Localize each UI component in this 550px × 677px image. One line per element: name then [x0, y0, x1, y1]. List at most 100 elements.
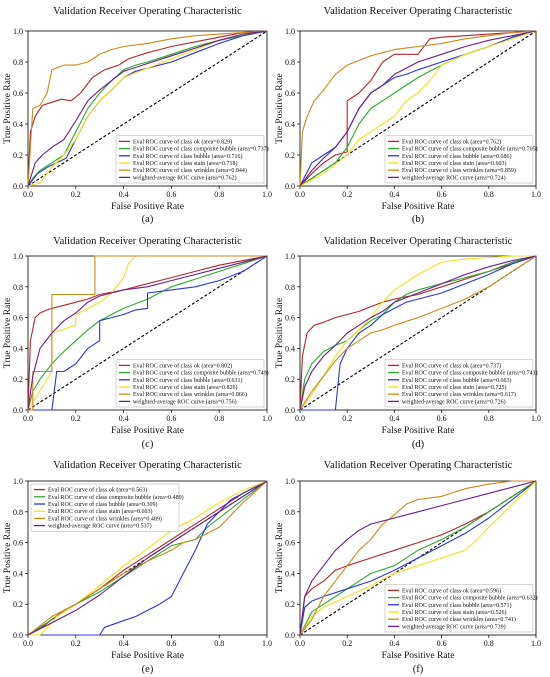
legend-label-composite: Eval ROC curve of class composite bubble… [133, 370, 269, 377]
x-axis-label: False Positive Rate [382, 426, 455, 436]
chart-title: Validation Receiver Operating Characteri… [53, 236, 242, 247]
x-tick-label: 0.0 [295, 639, 305, 648]
series-line-stain [299, 30, 537, 187]
legend-label-ok: Eval ROC curve of class ok (area=0.762) [402, 138, 501, 145]
roc-panel-d: Validation Receiver Operating Characteri… [275, 236, 541, 450]
roc-panel-e: Validation Receiver Operating Characteri… [3, 460, 272, 675]
series-line-wrinkles [299, 255, 537, 411]
plot-frame [27, 480, 268, 636]
x-axis-label: False Positive Rate [111, 426, 184, 436]
y-tick-label: 1.0 [285, 27, 295, 36]
x-tick-label: 0.0 [23, 190, 33, 199]
legend-label-stain: Eval ROC curve of class stain (area=0.60… [402, 160, 507, 167]
plot-frame [27, 30, 268, 187]
x-tick-label: 0.8 [484, 639, 494, 648]
x-tick-label: 0.4 [389, 639, 399, 648]
y-tick-label: 0.4 [285, 344, 295, 353]
x-tick-label: 0.8 [214, 639, 224, 648]
y-tick-label: 0.0 [13, 631, 23, 640]
x-tick-label: 1.0 [262, 414, 272, 423]
x-tick-label: 0.2 [342, 414, 352, 423]
y-tick-label: 0.2 [285, 151, 295, 160]
legend-box [115, 359, 265, 408]
series-line-bubble [300, 255, 537, 411]
y-axis-label: True Positive Rate [275, 73, 285, 143]
x-tick-label: 1.0 [262, 190, 272, 199]
y-tick-label: 0.2 [285, 600, 295, 609]
chart-title: Validation Receiver Operating Characteri… [324, 460, 513, 471]
panel-caption: (c) [142, 439, 154, 450]
y-tick-label: 0.0 [285, 631, 295, 640]
series-line-weighted [299, 480, 537, 636]
roc-panel-c: Validation Receiver Operating Characteri… [3, 236, 272, 450]
x-tick-label: 1.0 [262, 639, 272, 648]
y-tick-label: 0.2 [13, 151, 23, 160]
x-tick-label: 1.0 [531, 639, 541, 648]
y-tick-label: 0.0 [13, 182, 23, 191]
x-tick-label: 0.4 [119, 414, 129, 423]
legend-label-weighted: weighted-average ROC curve (area=0.724) [402, 174, 506, 181]
legend-box [115, 135, 265, 184]
series-line-bubble [299, 480, 537, 636]
chart-title: Validation Receiver Operating Characteri… [53, 6, 242, 17]
x-tick-label: 0.6 [437, 414, 447, 423]
legend: Eval ROC curve of class ok (area=0.563)E… [30, 483, 184, 532]
chance-diagonal-line [299, 30, 537, 187]
legend-label-composite: Eval ROC curve of class composite bubble… [402, 146, 538, 153]
panel-caption: (e) [142, 664, 154, 675]
legend: Eval ROC curve of class ok (area=0.762)E… [384, 135, 538, 184]
legend-label-weighted: weighted-average ROC curve (area=0.762) [133, 174, 237, 181]
x-axis-label: False Positive Rate [382, 651, 455, 661]
legend-label-wrinkles: Eval ROC curve of class wrinkles (area=0… [402, 391, 516, 398]
y-tick-label: 0.2 [13, 375, 23, 384]
y-tick-label: 0.4 [285, 120, 295, 129]
series-line-weighted [27, 255, 268, 411]
x-tick-label: 0.2 [342, 639, 352, 648]
series-line-wrinkles [27, 480, 268, 636]
x-tick-label: 0.6 [437, 639, 447, 648]
legend-label-weighted: weighted-average ROC curve (area=0.537) [48, 523, 152, 530]
x-tick-label: 0.4 [389, 414, 399, 423]
x-tick-label: 0.2 [71, 190, 81, 199]
legend-label-ok: Eval ROC curve of class ok (area=0.596) [402, 587, 501, 594]
y-tick-label: 0.8 [13, 508, 23, 517]
series-line-weighted [27, 480, 268, 636]
x-tick-label: 0.8 [484, 414, 494, 423]
series-line-stain [299, 480, 537, 636]
chance-diagonal-line [299, 255, 537, 411]
y-tick-label: 0.6 [285, 89, 295, 98]
x-tick-label: 0.6 [166, 639, 176, 648]
legend: Eval ROC curve of class ok (area=0.829)E… [115, 135, 269, 184]
plot-frame [299, 480, 537, 636]
y-tick-label: 0.8 [285, 58, 295, 67]
legend-label-ok: Eval ROC curve of class ok (area=0.563) [48, 487, 147, 494]
legend-label-composite: Eval ROC curve of class composite bubble… [133, 146, 269, 153]
legend-label-stain: Eval ROC curve of class stain (area=0.82… [133, 384, 238, 391]
y-tick-label: 0.0 [285, 182, 295, 191]
legend-label-ok: Eval ROC curve of class ok (area=0.737) [402, 362, 501, 369]
y-tick-label: 0.8 [13, 58, 23, 67]
legend: Eval ROC curve of class ok (area=0.596)E… [384, 584, 538, 633]
legend-box [384, 359, 534, 408]
series-line-composite [299, 480, 537, 636]
x-tick-label: 0.4 [389, 190, 399, 199]
roc-panel-f: Validation Receiver Operating Characteri… [275, 460, 541, 675]
legend-label-bubble: Eval ROC curve of class bubble (area=0.6… [133, 377, 243, 384]
plot-frame [299, 30, 537, 187]
y-axis-label: True Positive Rate [275, 298, 285, 368]
series-line-ok [27, 255, 268, 411]
series-line-wrinkles [27, 30, 268, 187]
legend-label-wrinkles: Eval ROC curve of class wrinkles (area=0… [133, 167, 247, 174]
y-tick-label: 0.0 [13, 406, 23, 415]
x-tick-label: 0.6 [437, 190, 447, 199]
legend-box [30, 483, 180, 532]
x-tick-label: 0.4 [119, 639, 129, 648]
series-line-weighted [299, 30, 537, 187]
series-line-weighted [27, 30, 268, 187]
x-tick-label: 0.2 [342, 190, 352, 199]
plot-frame [299, 255, 537, 411]
y-tick-label: 1.0 [285, 477, 295, 486]
y-tick-label: 1.0 [13, 27, 23, 36]
x-tick-label: 0.8 [214, 414, 224, 423]
